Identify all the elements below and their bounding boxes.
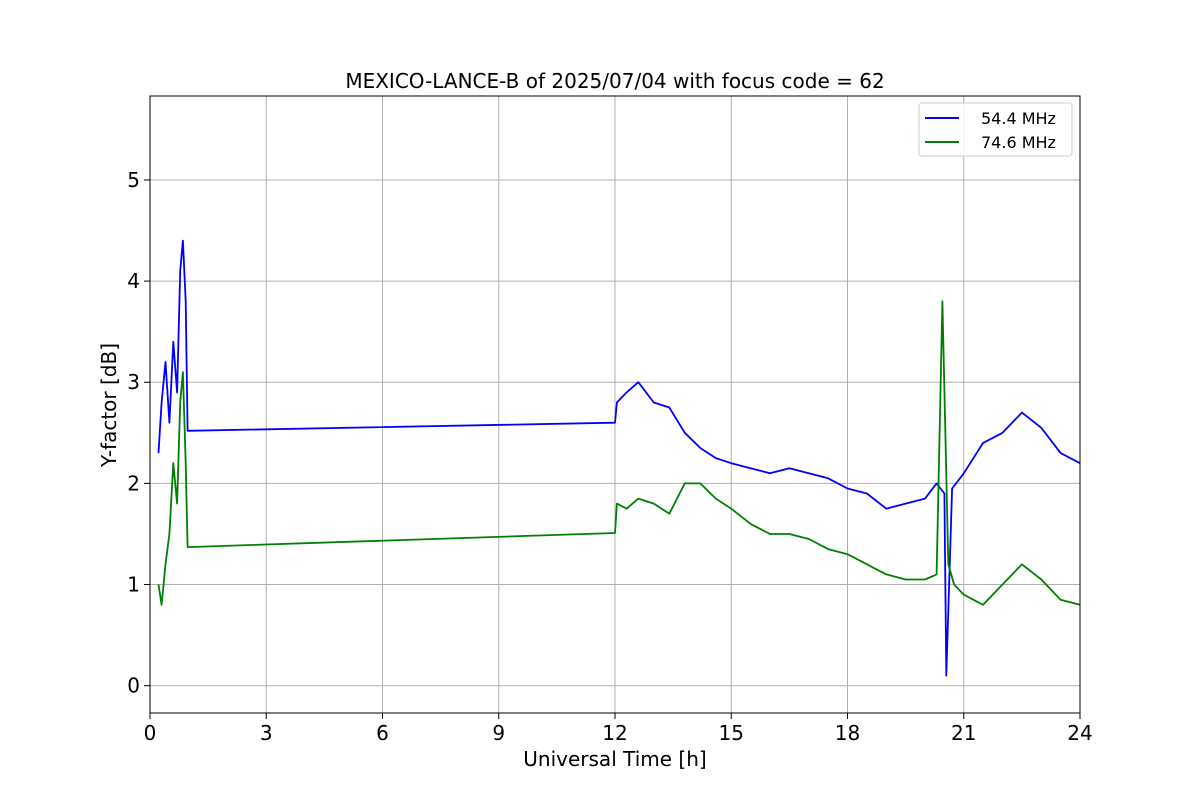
- x-tick-label: 12: [602, 721, 627, 745]
- x-tick-label: 18: [835, 721, 860, 745]
- y-tick-label: 0: [127, 674, 140, 698]
- y-tick-label: 2: [127, 471, 140, 495]
- series-line-1: [157, 239, 1081, 677]
- x-tick-label: 24: [1067, 721, 1092, 745]
- x-tick-label: 21: [951, 721, 976, 745]
- grid: [149, 96, 1081, 713]
- series-layer: [157, 239, 1081, 677]
- y-axis-label: Y-factor [dB]: [97, 343, 121, 468]
- legend-label-1: 54.4 MHz: [981, 109, 1056, 128]
- chart-title: MEXICO-LANCE-B of 2025/07/04 with focus …: [345, 69, 884, 93]
- x-axis-label: Universal Time [h]: [523, 747, 706, 771]
- x-axis-ticks: 0 3 6 9 12 15 18 21 24: [144, 713, 1093, 745]
- y-tick-label: 1: [127, 573, 140, 597]
- legend-label-2: 74.6 MHz: [981, 133, 1056, 152]
- x-tick-label: 15: [719, 721, 744, 745]
- y-tick-label: 4: [127, 269, 140, 293]
- x-tick-label: 3: [260, 721, 273, 745]
- x-tick-label: 9: [492, 721, 505, 745]
- legend: 54.4 MHz 74.6 MHz: [918, 102, 1073, 157]
- x-tick-label: 6: [376, 721, 389, 745]
- y-tick-label: 5: [127, 168, 140, 192]
- x-tick-label: 0: [144, 721, 157, 745]
- y-tick-label: 3: [127, 370, 140, 394]
- y-axis-ticks: 0 1 2 3 4 5: [127, 168, 150, 698]
- series-line-2: [157, 300, 1081, 606]
